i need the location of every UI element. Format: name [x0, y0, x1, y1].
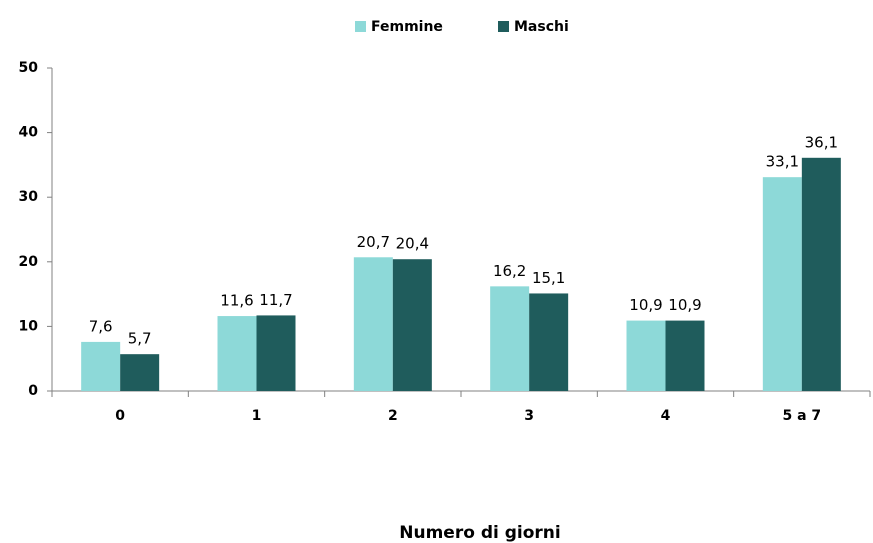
bar — [665, 320, 705, 391]
bar — [762, 177, 802, 391]
bar — [490, 286, 530, 391]
legend-swatch — [355, 21, 366, 32]
x-tick-label: 2 — [388, 408, 398, 424]
value-label: 20,4 — [396, 235, 429, 253]
bar — [353, 257, 393, 391]
bar — [120, 354, 160, 391]
y-tick-label: 10 — [19, 318, 39, 334]
x-axis-label: Numero di giorni — [399, 523, 560, 543]
value-label: 15,1 — [532, 269, 565, 287]
value-label: 11,6 — [220, 292, 253, 310]
legend-swatch — [498, 21, 509, 32]
value-label: 36,1 — [805, 133, 838, 151]
bar — [256, 315, 296, 391]
x-tick-label: 3 — [524, 408, 534, 424]
value-label: 20,7 — [357, 233, 390, 251]
bar — [529, 293, 569, 391]
y-tick-label: 30 — [19, 189, 39, 205]
y-tick-label: 50 — [19, 60, 39, 76]
value-label: 7,6 — [89, 317, 113, 335]
bar — [392, 259, 432, 391]
legend-label: Maschi — [514, 19, 569, 35]
value-label: 10,9 — [668, 296, 701, 314]
value-label: 10,9 — [629, 296, 662, 314]
x-tick-label: 0 — [115, 408, 125, 424]
legend-label: Femmine — [371, 19, 443, 35]
y-tick-label: 20 — [19, 254, 39, 270]
y-tick-label: 0 — [28, 383, 38, 399]
y-tick-label: 40 — [19, 125, 39, 141]
x-tick-label: 1 — [252, 408, 262, 424]
x-tick-label: 4 — [661, 408, 671, 424]
value-label: 16,2 — [493, 262, 526, 280]
bar — [217, 316, 257, 391]
value-label: 33,1 — [766, 153, 799, 171]
bar — [626, 320, 666, 391]
bar — [801, 157, 841, 391]
bar — [81, 341, 121, 391]
x-tick-label: 5 a 7 — [782, 408, 821, 424]
value-label: 11,7 — [259, 291, 292, 309]
value-label: 5,7 — [128, 330, 152, 348]
